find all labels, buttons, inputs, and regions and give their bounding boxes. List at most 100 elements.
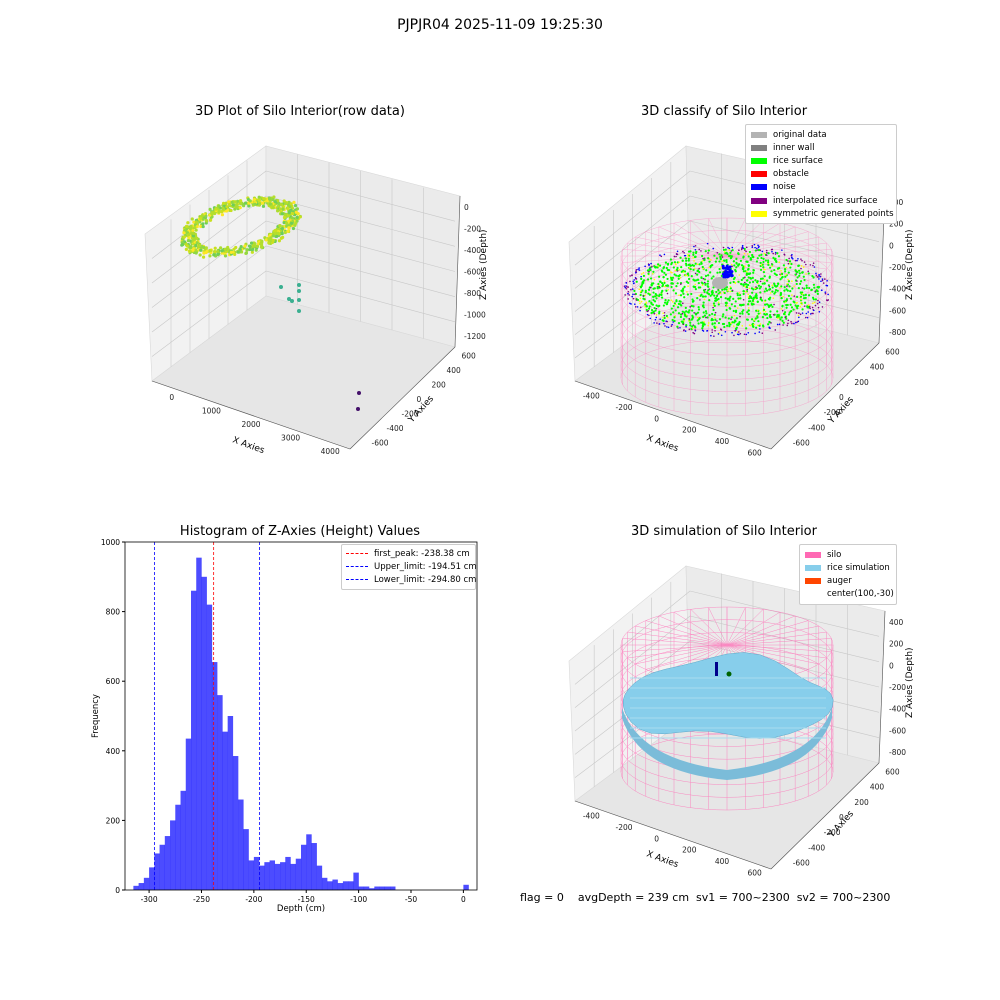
p1-point — [290, 299, 294, 303]
p2-point — [817, 306, 820, 309]
p1-point — [275, 234, 279, 238]
p2-point — [685, 324, 688, 327]
p1-point — [294, 221, 298, 226]
p1-point — [236, 250, 240, 254]
p1-point — [235, 199, 240, 203]
p2-point — [693, 260, 695, 262]
p2-point — [657, 282, 660, 286]
p2-point — [747, 264, 750, 267]
p2-point — [676, 282, 679, 285]
p2-point — [713, 322, 717, 325]
p2-point — [773, 268, 776, 272]
y-tick-label: -400 — [808, 843, 825, 852]
p2-point — [823, 278, 826, 280]
p2-point — [774, 329, 777, 331]
p1-point — [229, 250, 233, 255]
p1-point — [357, 391, 361, 395]
p1-point — [264, 238, 268, 242]
p1-point — [201, 255, 206, 259]
z-tick-label: 0 — [889, 661, 894, 670]
x-tick-label: 3000 — [281, 434, 300, 443]
p1-point — [291, 212, 295, 216]
p2-point — [813, 309, 815, 312]
p1-point — [278, 207, 282, 211]
p2-point — [714, 260, 717, 263]
p1-point — [280, 203, 284, 207]
p2-point — [767, 323, 770, 326]
p2-point — [638, 288, 641, 291]
silo-spoke — [622, 255, 728, 263]
p2-point — [809, 264, 812, 266]
p2-point — [759, 296, 762, 299]
legend-item-center: center(100,-30) — [827, 589, 894, 600]
p2-point — [713, 335, 715, 337]
p2-point — [807, 272, 810, 275]
p1-point — [282, 215, 287, 220]
p2-point — [717, 303, 720, 306]
p1-point — [189, 239, 193, 243]
p2-point — [729, 287, 732, 290]
y-axis-line — [349, 346, 456, 450]
p1-point — [267, 238, 271, 242]
p1-point — [245, 248, 249, 252]
p1-point — [284, 221, 289, 225]
p2-point — [700, 262, 703, 265]
p2-point — [765, 303, 769, 306]
p2-point — [703, 314, 706, 317]
p2-point — [735, 266, 738, 269]
p1-point — [247, 204, 251, 208]
x-tick-label: -200 — [615, 823, 632, 832]
p2-point — [767, 263, 770, 266]
p1-point — [234, 245, 238, 250]
p1-point — [235, 205, 240, 209]
p1-point — [201, 224, 205, 229]
x-tick-label: 1000 — [202, 406, 221, 415]
p2-point — [702, 277, 705, 280]
p2-point — [667, 326, 670, 329]
p1-point — [276, 209, 280, 213]
p2-point — [708, 260, 711, 263]
p2-point — [703, 281, 706, 284]
p1-point — [291, 226, 296, 231]
p2-point — [692, 331, 694, 334]
p2-point — [675, 255, 677, 258]
p2-point — [671, 318, 674, 322]
p2-point — [694, 288, 697, 291]
silo-spoke — [726, 255, 746, 294]
p2-point — [789, 303, 792, 306]
p2-point — [757, 246, 760, 249]
p2-point — [814, 304, 817, 307]
p2-point — [768, 275, 771, 278]
p2-point — [805, 312, 808, 315]
p2-point — [747, 293, 749, 296]
p1-point — [217, 204, 221, 208]
p2-point — [629, 302, 631, 305]
p1-point — [194, 220, 198, 224]
x-tick-label: 0 — [169, 393, 174, 402]
p2-point — [801, 287, 804, 289]
p1-point — [227, 202, 231, 207]
p1-point — [283, 230, 287, 235]
p2-point — [676, 250, 679, 253]
p1-point — [268, 202, 272, 206]
p1-point — [188, 226, 192, 230]
y-tick-label: 0 — [839, 813, 844, 822]
p2-point — [783, 268, 787, 271]
p2-point — [694, 283, 697, 286]
p2-point — [812, 262, 815, 264]
p2-point — [636, 298, 640, 302]
p2-point — [706, 274, 710, 277]
silo-spoke — [726, 236, 819, 257]
p2-point — [820, 280, 822, 283]
p2-point — [734, 300, 737, 303]
p2-point — [761, 282, 764, 285]
p2-point — [646, 313, 649, 316]
p2-point — [772, 256, 775, 259]
p2-point — [713, 294, 716, 297]
p2-point — [639, 306, 642, 309]
p2-point — [648, 305, 651, 308]
p1-point — [225, 205, 229, 209]
p2-point — [666, 316, 669, 319]
y-axis-line — [770, 342, 880, 450]
p2-point — [731, 265, 733, 267]
